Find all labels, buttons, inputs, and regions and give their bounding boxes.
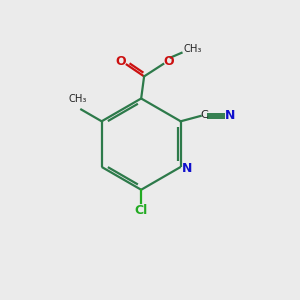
Text: O: O	[115, 55, 126, 68]
Text: N: N	[225, 110, 235, 122]
Text: C: C	[200, 110, 208, 120]
Text: O: O	[164, 55, 175, 68]
Text: CH₃: CH₃	[68, 94, 87, 104]
Text: CH₃: CH₃	[184, 44, 202, 54]
Text: N: N	[182, 162, 192, 175]
Text: Cl: Cl	[134, 204, 148, 218]
